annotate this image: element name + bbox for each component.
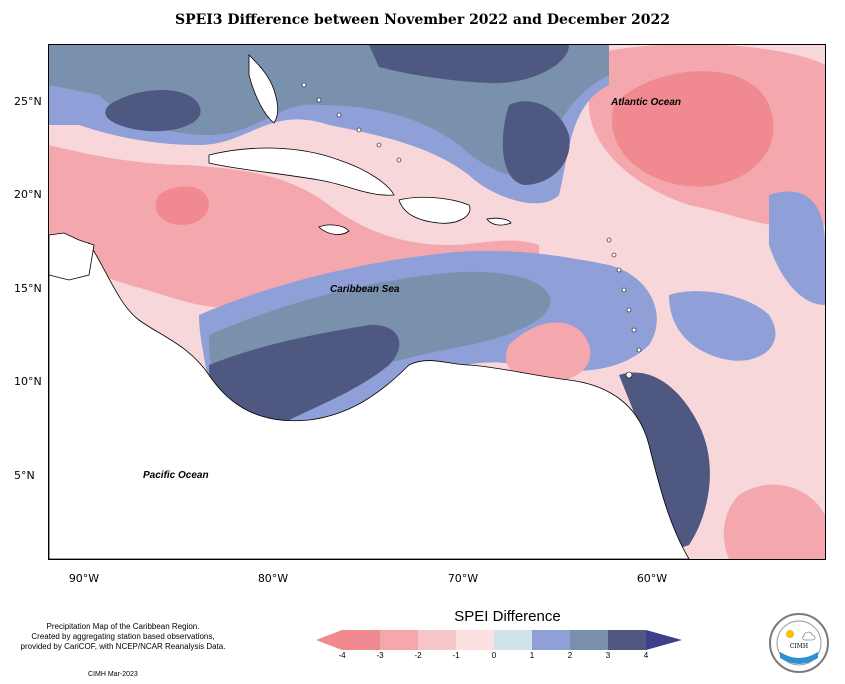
cimh-logo: CIMH <box>769 613 829 673</box>
jamaica <box>318 224 350 235</box>
legend-bin-7 <box>570 630 608 650</box>
legend-bin-8 <box>608 630 646 650</box>
mainland-landmass <box>49 242 690 559</box>
cloud-icon <box>802 631 816 641</box>
yucatan-strong-dry <box>155 186 209 225</box>
east-atlantic-wet <box>669 291 776 361</box>
lon-label-70w: 70°W <box>447 572 479 585</box>
legend-tick: 2 <box>567 651 573 660</box>
far-east-wet <box>769 191 825 305</box>
colombia-strong-wet <box>209 324 400 429</box>
footnote-line-3: provided by CariCOF, with NCEP/NCAR Rean… <box>20 642 226 651</box>
legend-bin-1 <box>342 630 380 650</box>
legend-tick: 1 <box>529 651 535 660</box>
footnote-line-2: Created by aggregating station based obs… <box>31 632 215 641</box>
lat-label-25n: 25°N <box>14 95 42 108</box>
map-title: SPEI3 Difference between November 2022 a… <box>174 12 671 28</box>
lesser-antilles <box>606 237 642 379</box>
legend-tick: 4 <box>643 651 649 660</box>
hispaniola <box>398 196 471 224</box>
caribbean-sea-label: Caribbean Sea <box>330 284 400 295</box>
lon-label-90w: 90°W <box>68 572 100 585</box>
legend-arrow-left <box>316 630 342 650</box>
legend-tick: 3 <box>605 651 611 660</box>
florida <box>248 54 279 124</box>
water-icon <box>780 652 818 664</box>
pacific-ocean-label: Pacific Ocean <box>143 470 209 481</box>
atlantic-strong-dry <box>611 71 774 187</box>
spei-contour-map <box>49 45 825 559</box>
atlantic-ocean-label: Atlantic Ocean <box>611 97 682 108</box>
footnote-line-1: Precipitation Map of the Caribbean Regio… <box>46 622 200 631</box>
lat-label-5n: 5°N <box>14 469 35 482</box>
legend-arrow-right <box>646 630 682 650</box>
legend-tick: -2 <box>414 651 422 660</box>
legend-tick: -4 <box>338 651 346 660</box>
venezuela-dry <box>505 322 591 384</box>
bahamas-strong-wet <box>502 101 570 185</box>
spei-map: Atlantic Ocean Caribbean Sea Pacific Oce… <box>48 44 826 560</box>
color-legend-bar <box>316 630 682 650</box>
puerto-rico <box>486 217 512 226</box>
gulf-strong-wet <box>105 90 201 132</box>
north-strong-wet <box>369 45 569 84</box>
legend-title: SPEI Difference <box>454 608 561 625</box>
credit-text: CIMH Mar-2023 <box>88 671 138 678</box>
legend-tick: 0 <box>491 651 497 660</box>
legend-tick: -3 <box>376 651 384 660</box>
lat-label-10n: 10°N <box>14 375 42 388</box>
lat-label-15n: 15°N <box>14 282 42 295</box>
legend-bin-2 <box>380 630 418 650</box>
yucatan-peninsula <box>49 232 95 281</box>
lon-label-60w: 60°W <box>636 572 668 585</box>
french-guiana-dry <box>723 484 825 559</box>
legend-bin-5 <box>494 630 532 650</box>
legend-tick: -1 <box>452 651 460 660</box>
sun-icon <box>786 630 794 638</box>
lat-label-20n: 20°N <box>14 188 42 201</box>
legend-bin-4 <box>456 630 494 650</box>
lon-label-80w: 80°W <box>257 572 289 585</box>
legend-bin-6 <box>532 630 570 650</box>
bahamas-islands <box>301 82 402 163</box>
cuba <box>208 147 395 196</box>
legend-bin-3 <box>418 630 456 650</box>
logo-text: CIMH <box>790 643 808 650</box>
map-description: Precipitation Map of the Caribbean Regio… <box>8 622 238 652</box>
